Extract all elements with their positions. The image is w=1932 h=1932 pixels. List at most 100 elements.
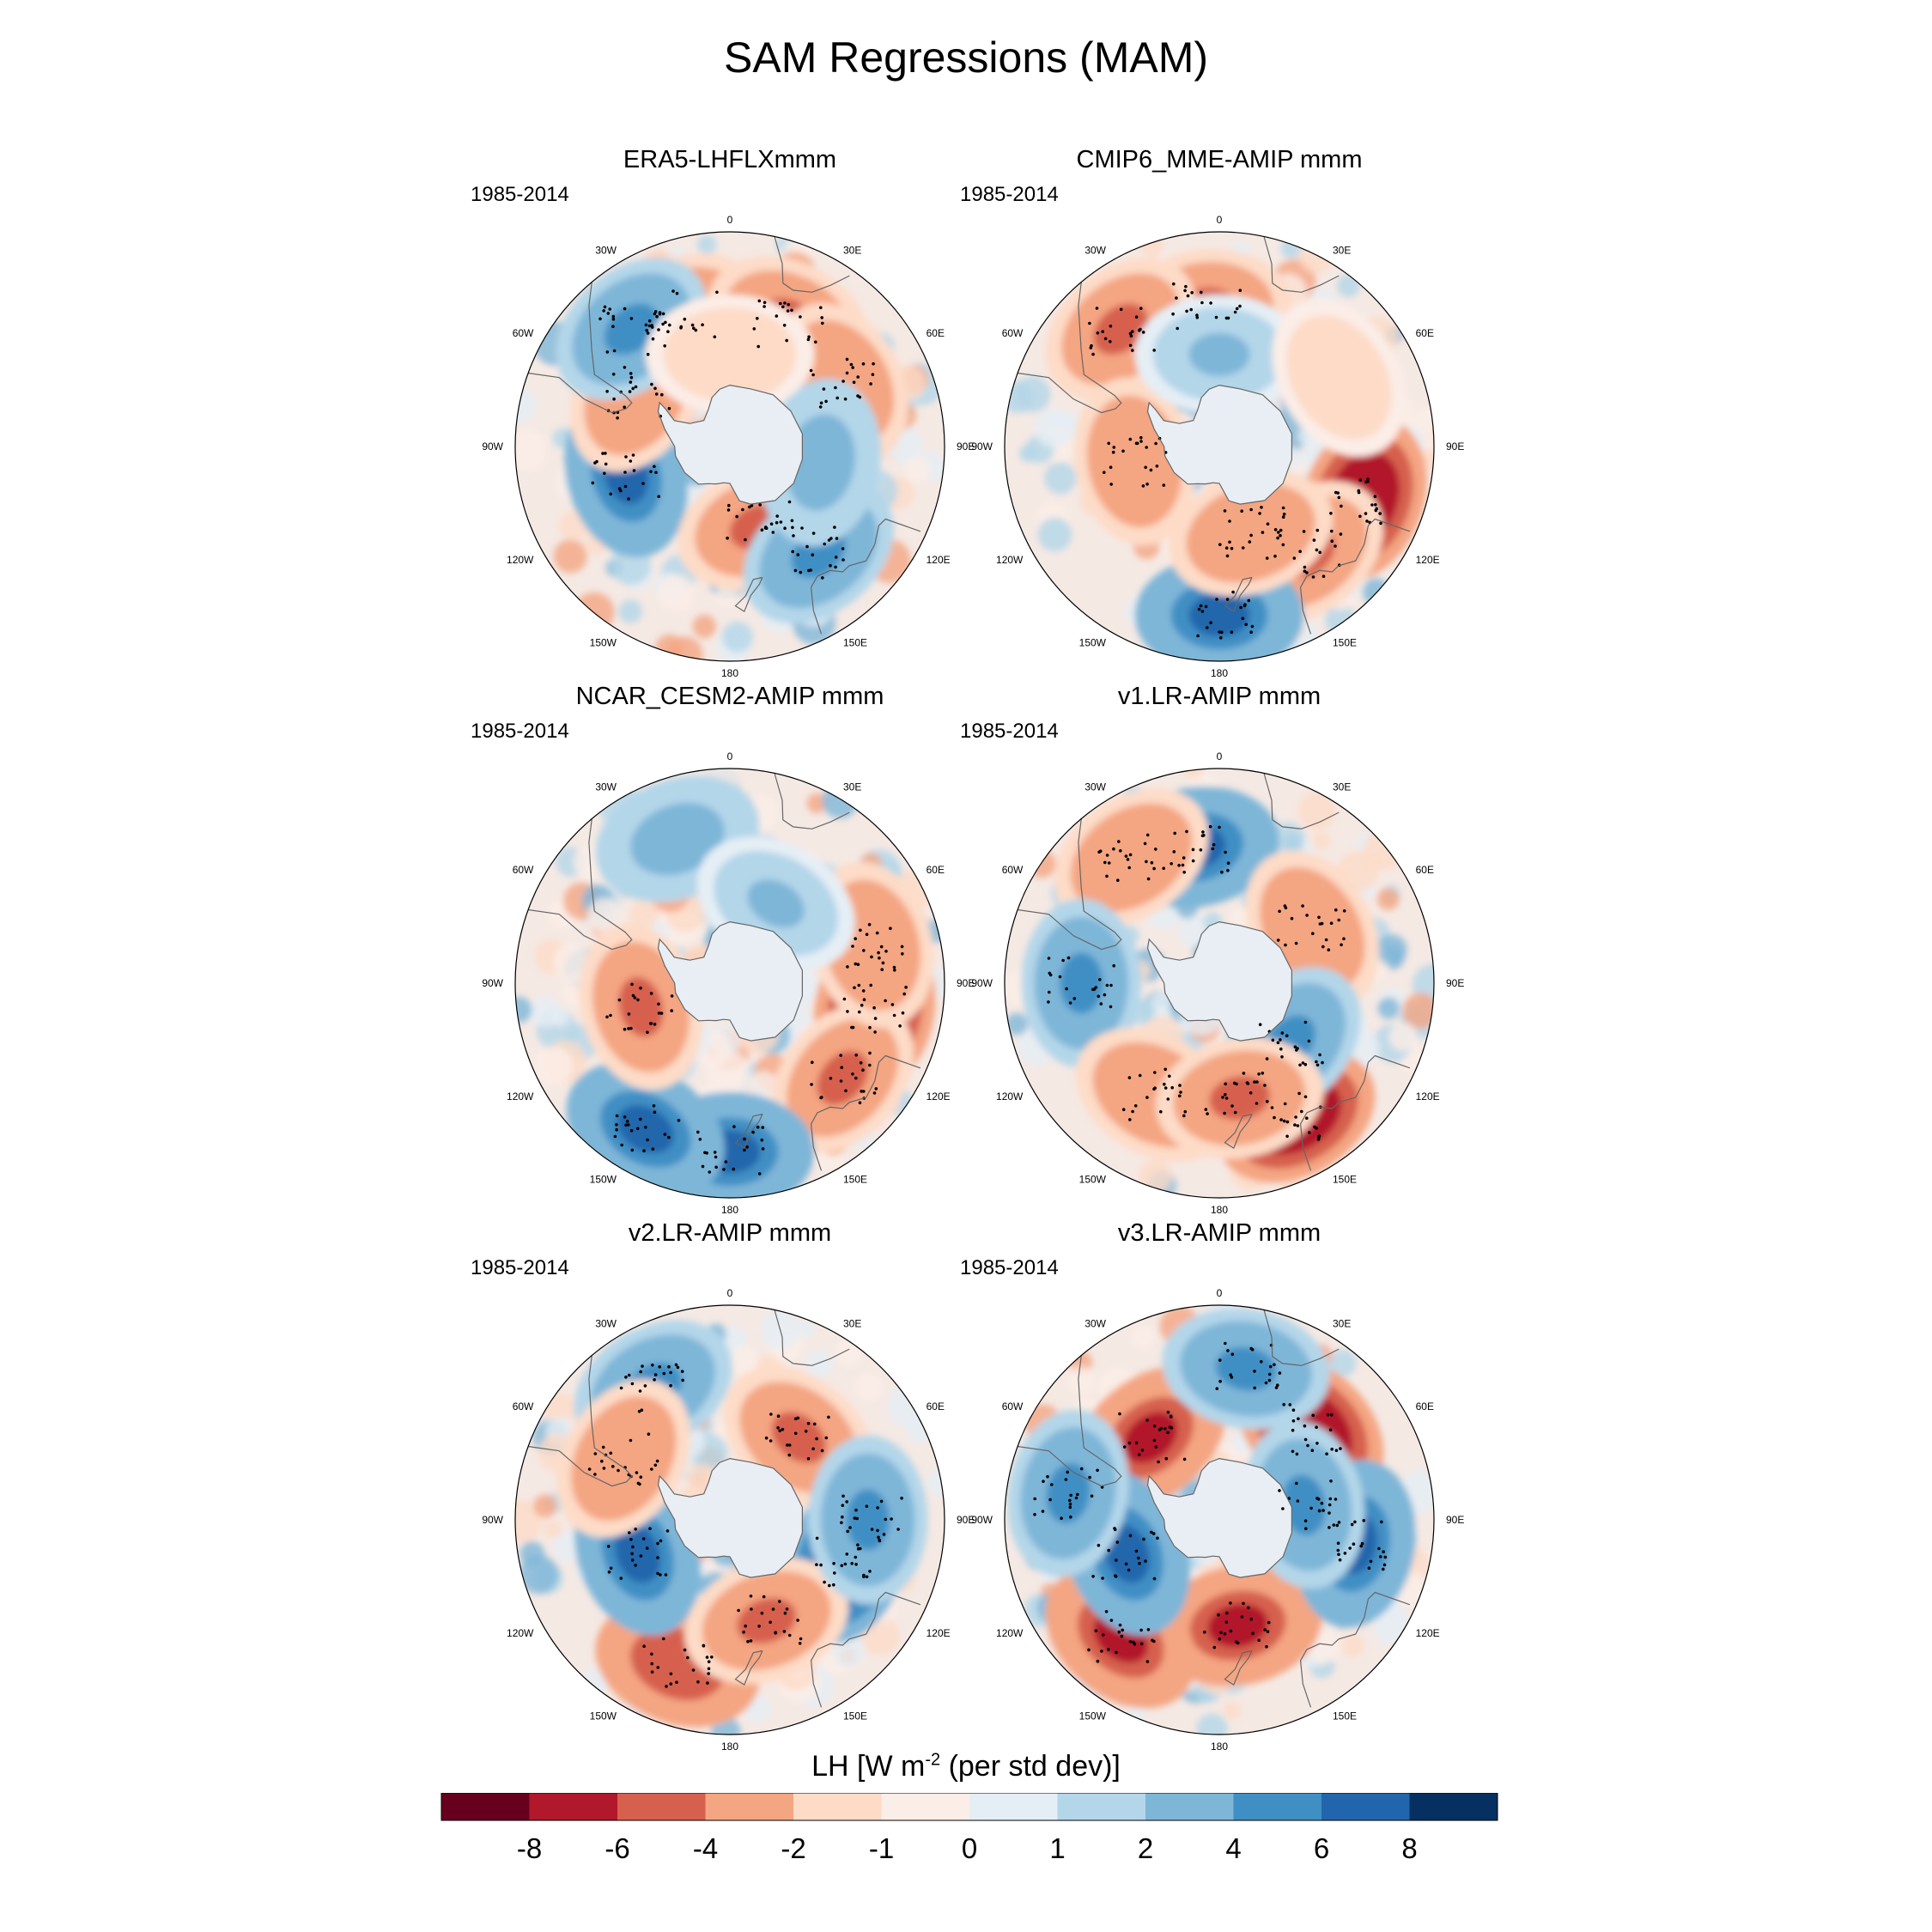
stipple-dot	[646, 331, 650, 335]
stipple-dot	[620, 1143, 623, 1147]
stipple-dot	[657, 1002, 660, 1006]
stipple-dot	[705, 1656, 709, 1659]
stipple-dot	[1155, 465, 1159, 468]
stipple-dot	[819, 306, 823, 310]
stipple-dot	[1358, 514, 1362, 519]
stipple-dot	[1145, 446, 1148, 449]
stipple-dot	[1327, 1526, 1331, 1529]
stipple-dot	[1117, 840, 1121, 843]
stipple-dot	[657, 328, 660, 331]
colorbar-bin	[1145, 1793, 1234, 1820]
stipple-dot	[819, 401, 823, 405]
stipple-dot	[1329, 921, 1334, 925]
stipple-dot	[1152, 1577, 1157, 1581]
stipple-dot	[1048, 971, 1052, 975]
stipple-dot	[1097, 994, 1101, 999]
stipple-dot	[744, 1624, 747, 1628]
stipple-dot	[593, 1452, 598, 1455]
stipple-dot	[1127, 866, 1131, 870]
colorbar-bin	[529, 1793, 618, 1820]
stipple-dot	[1230, 1104, 1234, 1108]
longitude-label: 30E	[843, 1317, 861, 1329]
stipple-dot	[1240, 509, 1243, 513]
field-cell	[666, 636, 703, 661]
stipple-dot	[865, 933, 869, 936]
stipple-dot	[839, 1054, 842, 1057]
stipple-dot	[642, 1644, 646, 1648]
stipple-dot	[829, 1077, 833, 1080]
stipple-dot	[1360, 1541, 1364, 1546]
stipple-dot	[1352, 1542, 1356, 1546]
stipple-dot	[647, 1432, 651, 1436]
stipple-dot	[1107, 1648, 1110, 1651]
anomaly-blob	[846, 1489, 890, 1551]
stipple-dot	[1266, 1630, 1270, 1633]
stipple-dot	[1225, 598, 1230, 601]
stipple-dot	[1119, 307, 1123, 312]
stipple-dot	[769, 1439, 773, 1443]
stipple-dot	[649, 470, 653, 474]
stipple-dot	[841, 1504, 845, 1507]
stipple-dot	[1226, 861, 1230, 865]
stipple-dot	[835, 537, 839, 540]
stipple-dot	[1048, 990, 1051, 994]
stipple-dot	[1295, 1452, 1299, 1456]
stipple-dot	[1224, 1092, 1227, 1097]
stipple-dot	[1303, 1519, 1308, 1522]
stipple-dot	[1127, 1568, 1131, 1572]
stipple-dot	[1115, 1558, 1118, 1562]
stipple-dot	[846, 1529, 849, 1534]
stipple-dot	[1134, 1441, 1139, 1445]
field-cell	[721, 621, 753, 653]
stipple-dot	[607, 1571, 611, 1574]
field-cell	[519, 1554, 559, 1595]
stipple-dot	[1124, 1562, 1128, 1566]
stipple-dot	[630, 1558, 635, 1562]
longitude-label: 60W	[1002, 1400, 1024, 1413]
stipple-dot	[1149, 468, 1153, 472]
stipple-dot	[1107, 861, 1111, 865]
stipple-dot	[1309, 1506, 1313, 1510]
stipple-dot	[854, 1076, 858, 1080]
stipple-dot	[605, 390, 609, 393]
stipple-dot	[625, 1120, 629, 1123]
stipple-dot	[710, 1656, 714, 1659]
stipple-dot	[779, 520, 783, 524]
stipple-dot	[890, 1517, 893, 1521]
anomaly-blob	[1188, 332, 1250, 376]
stipple-dot	[1047, 957, 1051, 960]
stipple-dot	[884, 999, 887, 1003]
stipple-dot	[1282, 1402, 1285, 1406]
stipple-dot	[1370, 503, 1374, 507]
longitude-label: 180	[721, 1204, 738, 1216]
longitude-label: 60E	[927, 327, 945, 339]
stipple-dot	[1291, 1449, 1295, 1454]
stipple-dot	[657, 495, 660, 498]
stipple-dot	[669, 1383, 672, 1388]
stipple-dot	[1382, 1550, 1385, 1553]
stipple-dot	[623, 307, 627, 311]
stipple-dot	[1211, 847, 1215, 851]
stipple-dot	[758, 503, 762, 507]
stipple-dot	[876, 1506, 879, 1510]
longitude-label: 120E	[927, 554, 951, 566]
stipple-dot	[650, 1652, 653, 1656]
field-cell	[806, 793, 827, 814]
stipple-dot	[1248, 540, 1252, 544]
stipple-dot	[1279, 533, 1282, 538]
field-cell	[927, 1469, 945, 1497]
stipple-dot	[1367, 1566, 1371, 1570]
stipple-dot	[1250, 1348, 1255, 1352]
stipple-dot	[1128, 343, 1133, 348]
stipple-dot	[1298, 1063, 1302, 1067]
stipple-dot	[664, 320, 667, 325]
stipple-dot	[650, 1467, 653, 1471]
stipple-dot	[707, 1672, 710, 1675]
new-zealand-coastline	[1224, 1113, 1253, 1149]
stipple-dot	[809, 368, 813, 373]
longitude-label: 0	[727, 1287, 733, 1299]
stipple-dot	[1118, 1623, 1122, 1627]
longitude-label: 90E	[957, 440, 975, 453]
stipple-dot	[1249, 533, 1253, 538]
stipple-dot	[602, 1467, 606, 1470]
